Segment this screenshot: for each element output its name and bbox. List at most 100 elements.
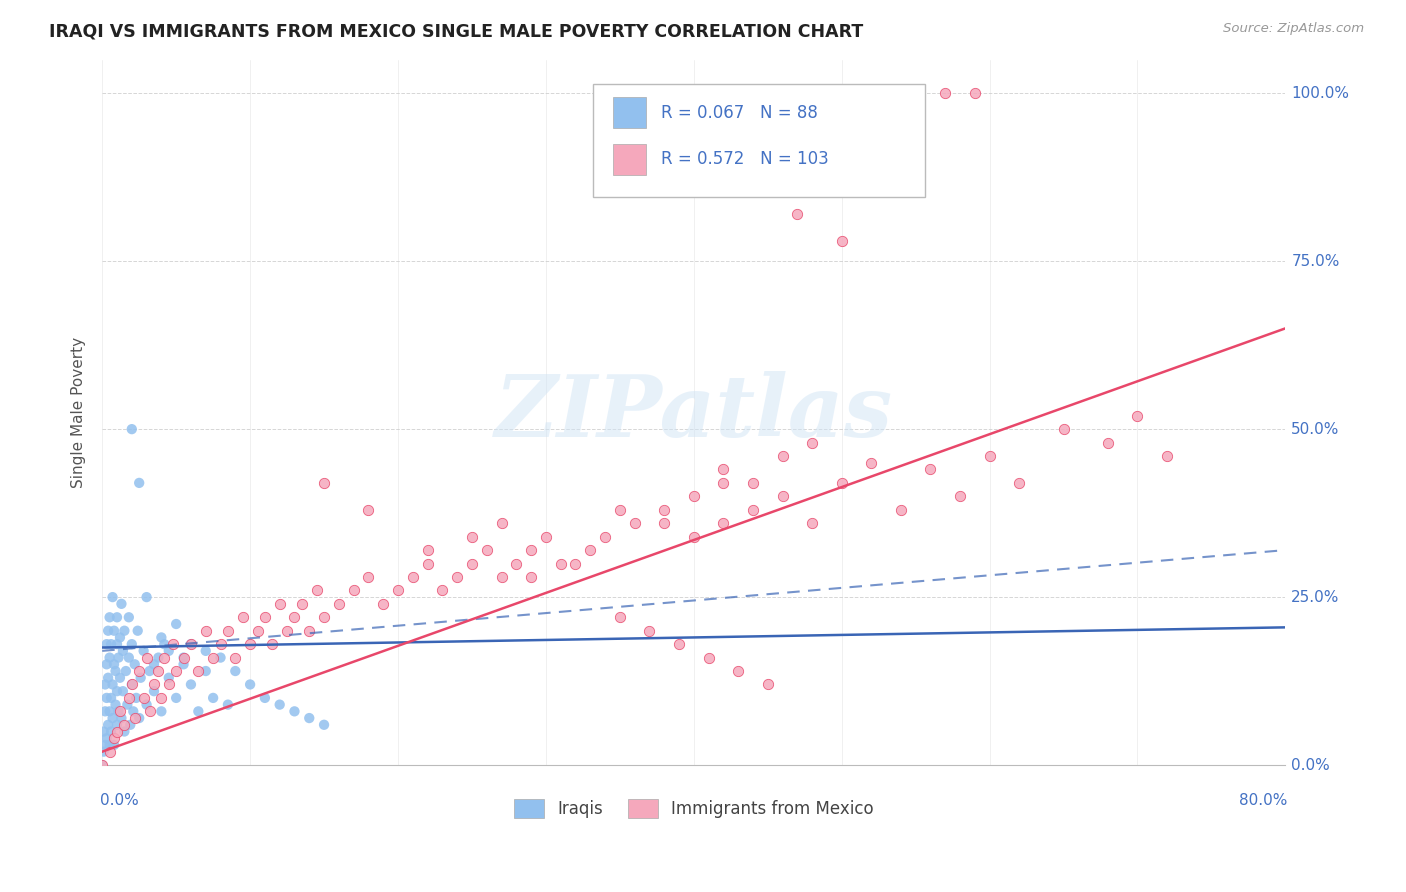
- Point: [110, 597, 132, 611]
- Point: [202, 650, 225, 665]
- Text: 50.0%: 50.0%: [1291, 422, 1340, 437]
- Point: [920, 462, 942, 476]
- Point: [165, 617, 187, 632]
- Point: [150, 690, 173, 705]
- Point: [111, 684, 134, 698]
- Point: [1156, 449, 1178, 463]
- Point: [173, 657, 195, 672]
- Point: [623, 516, 645, 531]
- Text: R = 0.067   N = 88: R = 0.067 N = 88: [661, 103, 817, 121]
- Point: [262, 637, 284, 651]
- Point: [108, 704, 131, 718]
- Point: [124, 711, 146, 725]
- Point: [97, 671, 120, 685]
- Point: [98, 738, 121, 752]
- Point: [298, 711, 321, 725]
- Point: [93, 724, 115, 739]
- Text: 80.0%: 80.0%: [1239, 793, 1288, 808]
- Point: [101, 711, 124, 725]
- Point: [101, 590, 124, 604]
- Point: [711, 475, 734, 490]
- Point: [269, 597, 291, 611]
- Point: [124, 657, 146, 672]
- Point: [96, 657, 118, 672]
- Point: [94, 677, 117, 691]
- FancyBboxPatch shape: [613, 97, 647, 128]
- Point: [520, 543, 543, 558]
- Point: [949, 489, 972, 503]
- Point: [138, 704, 160, 718]
- Point: [96, 637, 118, 651]
- Point: [96, 690, 118, 705]
- Point: [564, 557, 586, 571]
- Point: [98, 610, 121, 624]
- Point: [103, 624, 125, 638]
- Point: [108, 631, 131, 645]
- Point: [831, 475, 853, 490]
- Point: [105, 724, 128, 739]
- Point: [103, 738, 125, 752]
- Point: [772, 449, 794, 463]
- Point: [652, 516, 675, 531]
- Point: [1008, 475, 1031, 490]
- Point: [128, 711, 150, 725]
- Point: [387, 583, 409, 598]
- Point: [831, 234, 853, 248]
- Point: [682, 489, 704, 503]
- Point: [173, 650, 195, 665]
- Point: [593, 530, 616, 544]
- Point: [209, 650, 232, 665]
- Point: [127, 624, 149, 638]
- Point: [283, 610, 305, 624]
- Point: [143, 677, 166, 691]
- Text: ZIPatlas: ZIPatlas: [495, 370, 893, 454]
- Point: [162, 637, 184, 651]
- Point: [165, 690, 187, 705]
- Text: Source: ZipAtlas.com: Source: ZipAtlas.com: [1223, 22, 1364, 36]
- Point: [111, 644, 134, 658]
- Point: [890, 502, 912, 516]
- Point: [239, 637, 262, 651]
- Point: [652, 502, 675, 516]
- Text: 0.0%: 0.0%: [100, 793, 139, 808]
- Point: [91, 758, 114, 772]
- Point: [98, 745, 121, 759]
- Point: [239, 677, 262, 691]
- Point: [934, 86, 956, 100]
- Point: [305, 583, 328, 598]
- Point: [93, 745, 115, 759]
- Point: [579, 543, 602, 558]
- Point: [253, 610, 276, 624]
- Point: [756, 173, 779, 187]
- Point: [118, 650, 141, 665]
- Point: [98, 650, 121, 665]
- Point: [103, 731, 125, 746]
- Point: [128, 475, 150, 490]
- Point: [143, 657, 166, 672]
- Point: [638, 624, 661, 638]
- Point: [135, 590, 157, 604]
- Point: [94, 738, 117, 752]
- Point: [534, 530, 557, 544]
- Point: [121, 677, 143, 691]
- Point: [194, 644, 217, 658]
- Point: [742, 475, 765, 490]
- Point: [357, 502, 380, 516]
- Point: [711, 516, 734, 531]
- Point: [96, 731, 118, 746]
- Point: [246, 624, 269, 638]
- Point: [103, 657, 125, 672]
- Point: [298, 624, 321, 638]
- Point: [97, 718, 120, 732]
- Point: [402, 570, 425, 584]
- Point: [682, 530, 704, 544]
- Point: [132, 690, 155, 705]
- Point: [276, 624, 298, 638]
- Point: [118, 690, 141, 705]
- Point: [100, 637, 122, 651]
- Point: [801, 516, 824, 531]
- Point: [1097, 435, 1119, 450]
- Point: [180, 677, 202, 691]
- Point: [120, 718, 142, 732]
- Text: 0.0%: 0.0%: [1291, 757, 1330, 772]
